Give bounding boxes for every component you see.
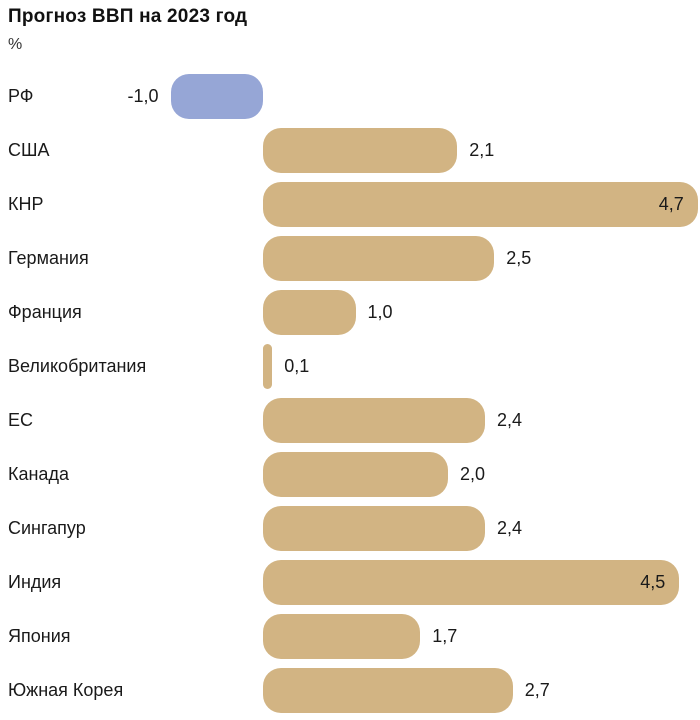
- value-label: 2,1: [469, 140, 495, 160]
- bar: [263, 668, 513, 713]
- chart-row: Франция 1,0: [0, 290, 700, 335]
- category-label: Сингапур: [8, 518, 86, 538]
- bar: [263, 452, 448, 497]
- category-label: США: [8, 140, 50, 160]
- value-label: 4,7: [658, 194, 684, 214]
- bar: [263, 614, 421, 659]
- value-label: -1,0: [127, 86, 159, 106]
- chart-row: США 2,1: [0, 128, 700, 173]
- bar: [263, 290, 356, 335]
- category-label: КНР: [8, 194, 44, 214]
- bar: [263, 182, 698, 227]
- value-label: 2,7: [524, 680, 550, 700]
- chart-row: Индия 4,5: [0, 560, 700, 605]
- chart-unit-label: %: [8, 36, 23, 53]
- bar: [263, 128, 458, 173]
- chart-row: Германия 2,5: [0, 236, 700, 281]
- value-label: 4,5: [640, 572, 666, 592]
- chart-row: КНР 4,7: [0, 182, 700, 227]
- bar: [170, 74, 263, 119]
- category-label: Великобритания: [8, 356, 147, 376]
- value-label: 2,5: [506, 248, 532, 268]
- value-label: 2,4: [497, 410, 523, 430]
- category-label: ЕС: [8, 410, 34, 430]
- category-label: Канада: [8, 464, 69, 484]
- value-label: 1,0: [367, 302, 393, 322]
- bar: [263, 398, 485, 443]
- category-label: Индия: [8, 572, 62, 592]
- chart-row: Южная Корея 2,7: [0, 668, 700, 713]
- bar: [263, 344, 273, 389]
- value-label: 0,1: [284, 356, 310, 376]
- chart-row: Сингапур 2,4: [0, 506, 700, 551]
- chart-row: Канада 2,0: [0, 452, 700, 497]
- chart-row: Япония 1,7: [0, 614, 700, 659]
- value-label: 1,7: [432, 626, 458, 646]
- bar: [263, 560, 680, 605]
- chart-title: Прогноз ВВП на 2023 год: [8, 6, 248, 27]
- chart-row: ЕС 2,4: [0, 398, 700, 443]
- category-label: РФ: [8, 86, 34, 106]
- chart-row: РФ -1,0: [0, 74, 700, 119]
- value-label: 2,4: [497, 518, 523, 538]
- category-label: Франция: [8, 302, 82, 322]
- value-label: 2,0: [460, 464, 486, 484]
- category-label: Япония: [8, 626, 71, 646]
- bar: [263, 506, 485, 551]
- category-label: Южная Корея: [8, 680, 124, 700]
- category-label: Германия: [8, 248, 89, 268]
- bar: [263, 236, 495, 281]
- chart-row: Великобритания 0,1: [0, 344, 700, 389]
